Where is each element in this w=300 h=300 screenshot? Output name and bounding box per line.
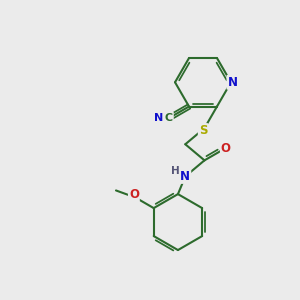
Text: H: H [171,166,179,176]
Text: S: S [199,124,207,137]
Text: C: C [165,112,173,122]
Text: N: N [180,170,190,183]
Text: N: N [227,76,237,89]
Text: O: O [129,188,139,201]
Text: O: O [221,142,231,155]
Text: N: N [154,112,164,122]
